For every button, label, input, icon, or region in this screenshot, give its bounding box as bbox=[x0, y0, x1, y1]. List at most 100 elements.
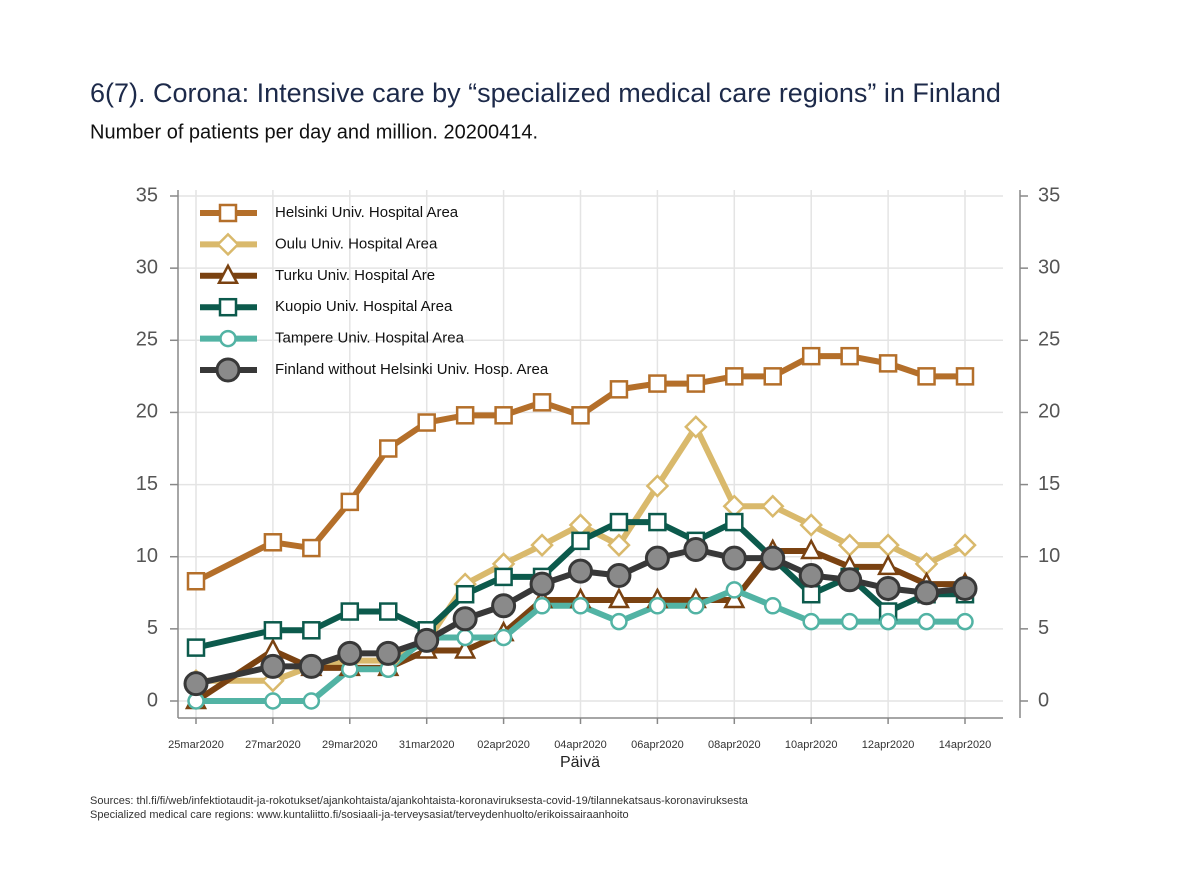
marker bbox=[298, 653, 324, 679]
source-note: Specialized medical care regions: www.ku… bbox=[90, 809, 629, 821]
marker bbox=[764, 597, 782, 615]
chart-subtitle: Number of patients per day and million. … bbox=[90, 121, 538, 143]
marker bbox=[917, 612, 936, 631]
marker bbox=[648, 512, 667, 532]
legend-marker bbox=[215, 357, 241, 383]
marker bbox=[571, 597, 590, 615]
marker bbox=[494, 628, 513, 647]
marker bbox=[340, 602, 360, 621]
y2-tick-label: 5 bbox=[1038, 617, 1049, 639]
y2-tick-label: 0 bbox=[1038, 689, 1049, 711]
marker bbox=[917, 367, 936, 386]
legend-label: Tampere Univ. Hospital Area bbox=[275, 330, 465, 347]
x-tick-label: 25mar2020 bbox=[168, 739, 224, 751]
y2-tick-label: 25 bbox=[1038, 329, 1060, 351]
marker bbox=[607, 533, 631, 557]
legend-label: Turku Univ. Hospital Are bbox=[275, 267, 435, 284]
marker bbox=[953, 533, 977, 557]
marker bbox=[607, 587, 631, 609]
marker bbox=[800, 538, 823, 560]
x-tick-label: 31mar2020 bbox=[399, 739, 455, 751]
marker bbox=[955, 367, 975, 386]
marker bbox=[454, 637, 477, 659]
marker bbox=[648, 374, 667, 393]
marker bbox=[302, 538, 321, 558]
marker bbox=[952, 575, 978, 601]
legend-marker bbox=[216, 263, 240, 285]
y2-tick-label: 20 bbox=[1038, 401, 1060, 423]
x-tick-label: 02apr2020 bbox=[477, 739, 530, 751]
marker bbox=[494, 567, 513, 587]
marker bbox=[763, 367, 782, 386]
marker bbox=[302, 621, 321, 640]
marker bbox=[530, 533, 554, 557]
x-tick-label: 27mar2020 bbox=[245, 739, 301, 751]
marker bbox=[379, 439, 398, 458]
marker bbox=[799, 513, 823, 537]
y-tick-label: 35 bbox=[136, 184, 158, 206]
y-tick-label: 25 bbox=[136, 329, 158, 351]
marker bbox=[725, 512, 744, 532]
marker bbox=[532, 393, 552, 412]
marker bbox=[840, 612, 859, 631]
marker bbox=[533, 597, 551, 615]
marker bbox=[455, 584, 475, 604]
marker bbox=[914, 580, 940, 606]
marker bbox=[529, 571, 555, 597]
marker bbox=[452, 606, 478, 632]
source-note: Sources: thl.fi/fi/web/infektiotaudit-ja… bbox=[90, 795, 749, 807]
y-tick-label: 15 bbox=[136, 473, 158, 495]
marker bbox=[760, 545, 786, 571]
y2-tick-label: 30 bbox=[1038, 256, 1060, 278]
marker bbox=[644, 545, 670, 571]
legend-label: Finland without Helsinki Univ. Hosp. Are… bbox=[275, 361, 549, 378]
marker bbox=[878, 354, 898, 373]
marker bbox=[877, 554, 900, 576]
marker bbox=[609, 380, 629, 399]
x-axis-title: Päivä bbox=[560, 754, 600, 771]
marker bbox=[375, 640, 401, 666]
x-tick-label: 10apr2020 bbox=[785, 739, 838, 751]
marker bbox=[455, 406, 475, 425]
marker bbox=[264, 692, 282, 710]
y2-tick-label: 35 bbox=[1038, 184, 1060, 206]
legend-label: Oulu Univ. Hospital Area bbox=[275, 235, 438, 252]
legend-marker bbox=[216, 232, 240, 257]
marker bbox=[417, 413, 436, 432]
marker bbox=[840, 346, 859, 366]
marker bbox=[414, 627, 440, 653]
marker bbox=[379, 602, 398, 621]
plot bbox=[183, 346, 978, 710]
y-tick-label: 0 bbox=[147, 689, 158, 711]
marker bbox=[263, 621, 283, 640]
marker bbox=[687, 597, 705, 615]
y-tick-label: 20 bbox=[136, 401, 158, 423]
marker bbox=[721, 545, 747, 571]
marker bbox=[571, 406, 590, 425]
legend-label: Helsinki Univ. Hospital Area bbox=[275, 204, 459, 221]
marker bbox=[956, 612, 974, 631]
x-tick-label: 06apr2020 bbox=[631, 739, 684, 751]
marker bbox=[684, 415, 708, 439]
marker bbox=[725, 581, 744, 599]
legend-marker bbox=[218, 203, 238, 223]
marker bbox=[798, 562, 824, 588]
marker bbox=[568, 558, 593, 584]
legend-label: Kuopio Univ. Hospital Area bbox=[275, 298, 453, 315]
marker bbox=[491, 593, 517, 619]
marker bbox=[801, 584, 821, 604]
x-tick-label: 08apr2020 bbox=[708, 739, 761, 751]
legend-marker bbox=[218, 297, 238, 317]
marker bbox=[610, 612, 628, 631]
marker bbox=[606, 562, 632, 588]
y-tick-label: 5 bbox=[147, 617, 158, 639]
x-tick-label: 29mar2020 bbox=[322, 739, 378, 751]
x-tick-label: 04apr2020 bbox=[554, 739, 607, 751]
marker bbox=[648, 597, 667, 615]
marker bbox=[186, 571, 206, 591]
marker bbox=[875, 575, 901, 601]
chart-title: 6(7). Corona: Intensive care by “special… bbox=[90, 78, 1001, 108]
marker bbox=[183, 671, 209, 697]
